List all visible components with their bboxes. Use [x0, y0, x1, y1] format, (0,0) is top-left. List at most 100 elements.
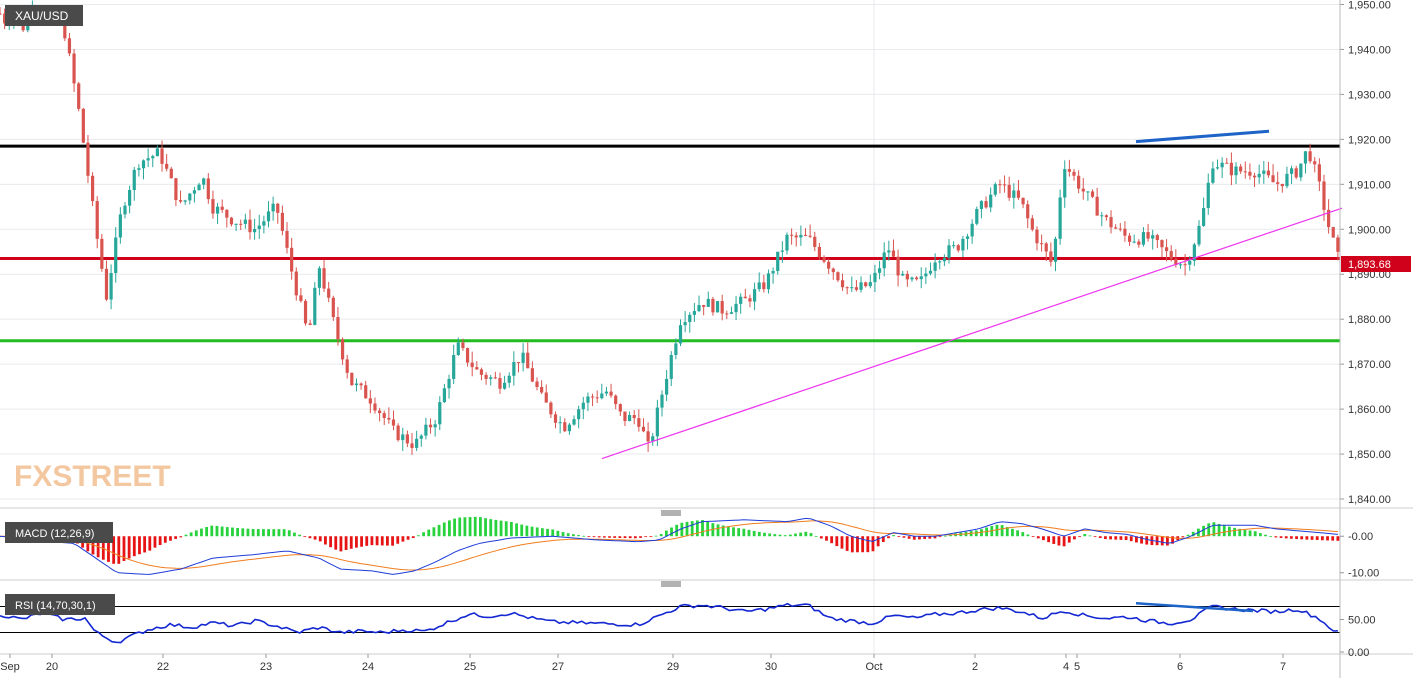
candle — [739, 293, 743, 314]
candle-body — [868, 282, 872, 287]
macd-panel — [0, 516, 1340, 575]
candle-body — [104, 268, 109, 300]
candle-body — [479, 369, 484, 375]
candle — [475, 361, 479, 370]
candle-body — [1137, 241, 1141, 245]
macd-histogram-bar — [334, 536, 338, 550]
candle — [1104, 214, 1109, 221]
macd-histogram-bar — [602, 536, 606, 538]
candle-body — [887, 250, 891, 253]
candle-body — [461, 342, 465, 349]
candle-body — [1090, 191, 1095, 197]
candle — [359, 382, 363, 390]
candle-body — [67, 38, 72, 54]
macd-histogram-bar — [644, 536, 648, 538]
macd-histogram-bar — [923, 536, 927, 539]
candle — [276, 202, 280, 224]
candle — [137, 164, 141, 177]
candle-body — [1271, 175, 1275, 183]
macd-histogram-bar — [365, 536, 369, 546]
candle-body — [1067, 169, 1071, 172]
candle — [1225, 157, 1229, 164]
candle — [1211, 161, 1215, 185]
candle — [720, 294, 724, 321]
candle-body — [160, 148, 164, 164]
macd-histogram-bar — [220, 526, 224, 537]
macd-histogram-bar — [391, 536, 394, 546]
macd-histogram-bar — [101, 536, 105, 560]
candle-body — [859, 282, 863, 290]
candle-body — [1313, 161, 1317, 165]
candle — [808, 224, 812, 239]
macd-histogram-bar — [1264, 534, 1267, 537]
macd-histogram-bar — [1160, 536, 1164, 546]
candle — [882, 242, 886, 277]
rsi-resize-handle[interactable] — [661, 581, 681, 587]
candle — [794, 232, 798, 247]
candle — [271, 196, 275, 221]
macd-histogram-bar — [592, 536, 596, 538]
macd-histogram-bar — [1067, 536, 1071, 543]
candle-body — [1016, 190, 1021, 198]
candle — [845, 286, 849, 295]
candle — [151, 154, 155, 168]
candle-body — [526, 352, 530, 369]
candle — [132, 166, 136, 201]
candle — [692, 302, 696, 322]
macd-histogram-bar — [272, 529, 276, 537]
candle — [1109, 210, 1113, 234]
macd-histogram-bar — [313, 536, 317, 540]
rsi-divergence-line[interactable] — [1135, 602, 1254, 613]
macd-histogram-bar — [995, 524, 999, 537]
candle — [364, 380, 368, 399]
candle-body — [715, 301, 720, 313]
candle — [155, 145, 159, 157]
candle — [952, 241, 956, 249]
macd-histogram-bar — [1269, 536, 1273, 537]
x-tick-label: 7 — [1280, 661, 1286, 673]
ascending-trendline[interactable] — [601, 207, 1343, 460]
candle-body — [609, 391, 613, 396]
macd-histogram-bar — [463, 517, 467, 537]
macd-histogram-bar — [1078, 536, 1081, 538]
macd-histogram-bar — [799, 532, 803, 537]
candle-body — [1164, 247, 1169, 252]
candle-body — [206, 178, 210, 200]
candle-body — [975, 208, 979, 224]
macd-histogram-bar — [897, 536, 901, 538]
candle — [243, 213, 247, 229]
macd-histogram-bar — [349, 536, 353, 549]
candle — [1063, 160, 1067, 208]
candle-body — [919, 276, 923, 280]
candle — [989, 187, 993, 213]
candle-body — [1035, 229, 1039, 244]
horizontal-levels[interactable] — [0, 144, 1340, 343]
drawn-lines[interactable] — [601, 129, 1343, 460]
candle-body — [942, 257, 946, 262]
candle-body — [836, 272, 840, 281]
candle-body — [1169, 251, 1173, 260]
macd-histogram-bar — [262, 529, 265, 537]
candle — [864, 281, 868, 288]
candle — [516, 362, 521, 373]
macd-histogram-bar — [417, 535, 420, 537]
candle — [711, 296, 715, 316]
candle-body — [873, 272, 877, 283]
macd-histogram-bar — [1135, 536, 1138, 543]
macd-resize-handle[interactable] — [661, 510, 681, 516]
candle — [891, 239, 896, 257]
candle — [1289, 165, 1294, 185]
macd-histogram-bar — [881, 536, 885, 542]
candle — [452, 344, 456, 384]
candle — [262, 215, 266, 234]
macd-histogram-bar — [107, 536, 110, 562]
macd-histogram-bar — [442, 522, 446, 537]
candle-body — [970, 223, 974, 237]
macd-histogram-bar — [876, 536, 880, 547]
macd-histogram-bar — [1289, 536, 1293, 539]
candle-body — [502, 382, 507, 389]
price-divergence-line[interactable] — [1135, 129, 1270, 144]
candle-body — [864, 282, 868, 287]
macd-histogram-bar — [494, 519, 498, 537]
candle-body — [77, 83, 81, 109]
